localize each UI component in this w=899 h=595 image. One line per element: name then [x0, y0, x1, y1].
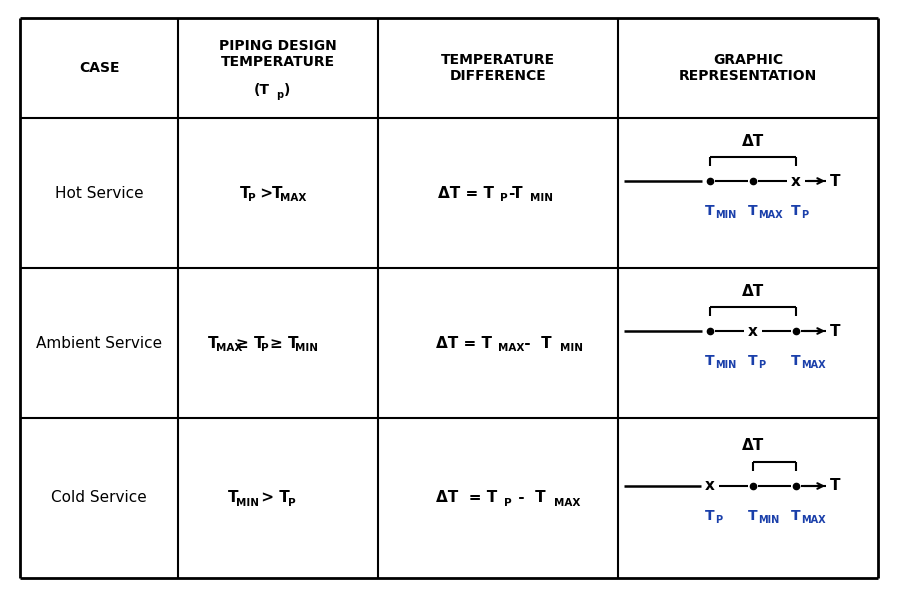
Text: MAX: MAX	[802, 360, 826, 370]
Text: -  T: - T	[519, 336, 552, 350]
Text: (T: (T	[254, 83, 270, 97]
Text: T: T	[791, 204, 801, 218]
Text: T: T	[705, 354, 715, 368]
Text: MAX: MAX	[498, 343, 524, 353]
Text: T: T	[830, 324, 841, 339]
Text: MAX: MAX	[802, 515, 826, 525]
Text: ≥ T: ≥ T	[236, 336, 264, 350]
Text: MAX: MAX	[280, 193, 307, 203]
Text: T: T	[748, 204, 758, 218]
Text: T: T	[228, 490, 238, 506]
Text: P: P	[248, 193, 255, 203]
Text: P: P	[802, 210, 808, 220]
Text: T: T	[208, 336, 218, 350]
Text: MIN: MIN	[530, 193, 553, 203]
Text: MAX: MAX	[759, 210, 783, 220]
Text: PIPING DESIGN
TEMPERATURE: PIPING DESIGN TEMPERATURE	[219, 39, 337, 69]
Text: ≥ T: ≥ T	[270, 336, 298, 350]
Text: p: p	[276, 90, 283, 100]
Text: MIN: MIN	[560, 343, 583, 353]
Text: Ambient Service: Ambient Service	[36, 336, 162, 350]
Text: TEMPERATURE
DIFFERENCE: TEMPERATURE DIFFERENCE	[441, 53, 555, 83]
Text: MIN: MIN	[295, 343, 318, 353]
Text: ΔT: ΔT	[742, 283, 764, 299]
Text: x: x	[705, 478, 715, 493]
Text: GRAPHIC
REPRESENTATION: GRAPHIC REPRESENTATION	[679, 53, 817, 83]
Text: ΔT: ΔT	[742, 133, 764, 149]
Text: CASE: CASE	[79, 61, 120, 75]
Text: MIN: MIN	[716, 360, 737, 370]
Text: >: >	[255, 186, 279, 201]
Text: T: T	[791, 354, 801, 368]
Text: T: T	[705, 509, 715, 523]
Text: Hot Service: Hot Service	[55, 186, 143, 201]
Text: T: T	[830, 478, 841, 493]
Text: T: T	[705, 204, 715, 218]
Text: T: T	[272, 186, 282, 201]
Text: T: T	[748, 354, 758, 368]
Text: P: P	[759, 360, 766, 370]
Text: P: P	[716, 515, 723, 525]
Text: T: T	[240, 186, 251, 201]
Text: ΔT = T: ΔT = T	[436, 336, 492, 350]
Text: ): )	[284, 83, 290, 97]
Text: MIN: MIN	[716, 210, 737, 220]
Text: T: T	[791, 509, 801, 523]
Text: x: x	[748, 324, 758, 339]
Text: T: T	[830, 174, 841, 189]
Text: P: P	[288, 498, 296, 508]
Text: ΔT = T: ΔT = T	[438, 186, 494, 201]
Text: MAX: MAX	[554, 498, 581, 508]
Text: MIN: MIN	[236, 498, 259, 508]
Text: -  T: - T	[513, 490, 546, 506]
Text: MAX: MAX	[216, 343, 243, 353]
Text: MIN: MIN	[759, 515, 779, 525]
Text: Cold Service: Cold Service	[51, 490, 147, 506]
Text: P: P	[500, 193, 508, 203]
Text: x: x	[791, 174, 801, 189]
Text: P: P	[261, 343, 269, 353]
Text: ΔT  = T: ΔT = T	[436, 490, 497, 506]
Text: > T: > T	[256, 490, 289, 506]
Text: T: T	[748, 509, 758, 523]
Text: ΔT: ΔT	[742, 439, 764, 453]
Text: P: P	[504, 498, 512, 508]
Text: -T: -T	[508, 186, 522, 201]
